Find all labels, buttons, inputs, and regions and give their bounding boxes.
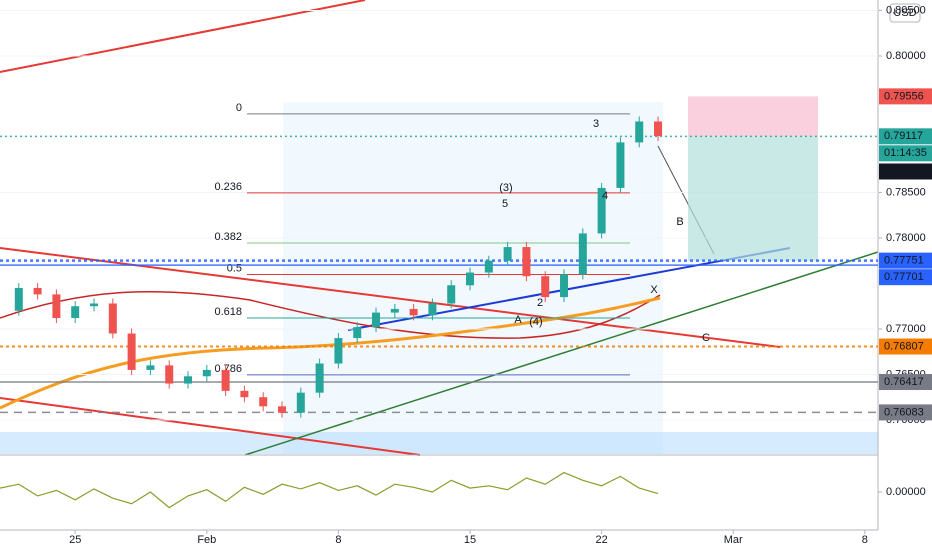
x-tick-label: 8 bbox=[862, 534, 868, 546]
candle bbox=[372, 312, 381, 328]
candle bbox=[202, 369, 211, 377]
candle bbox=[52, 294, 61, 319]
price-label: 0.79117 bbox=[884, 130, 923, 142]
candle bbox=[278, 406, 287, 413]
price-label-box bbox=[879, 404, 932, 421]
candle bbox=[560, 274, 569, 298]
moving-average bbox=[0, 296, 661, 410]
stop-zone bbox=[688, 96, 818, 137]
x-tick-label: 8 bbox=[335, 534, 341, 546]
fib-label: 0 bbox=[236, 102, 242, 114]
candle bbox=[503, 247, 512, 261]
fib-label: 0.5 bbox=[227, 262, 242, 274]
countdown: 01:14:35 bbox=[884, 147, 927, 159]
x-tick-label: 25 bbox=[69, 534, 81, 546]
fib-label: 0.236 bbox=[214, 181, 242, 193]
candle bbox=[353, 327, 362, 339]
wave-label: (3) bbox=[499, 182, 512, 194]
candle bbox=[390, 308, 399, 313]
wave-label: 3 bbox=[593, 118, 599, 130]
price-label: 0.76807 bbox=[884, 340, 924, 352]
price-label: 0.77701 bbox=[884, 271, 924, 283]
price-label: 0.77751 bbox=[884, 255, 924, 267]
candle bbox=[484, 260, 493, 273]
candle bbox=[240, 390, 249, 398]
price-label: 0.79556 bbox=[884, 90, 924, 102]
x-tick-label: Feb bbox=[197, 534, 216, 546]
candle bbox=[616, 142, 625, 188]
price-label-box bbox=[879, 88, 932, 105]
candle bbox=[409, 308, 418, 316]
x-tick-label: 22 bbox=[596, 534, 608, 546]
y-tick-label: 0.80500 bbox=[886, 4, 926, 16]
y-tick-label: 0.78500 bbox=[886, 186, 926, 198]
plot: 0.805000.800000.785000.780000.770000.765… bbox=[0, 4, 932, 546]
candle bbox=[165, 365, 174, 384]
x-tick-label: Mar bbox=[724, 534, 743, 546]
currency: USD bbox=[893, 7, 916, 19]
x-tick-label: 15 bbox=[464, 534, 476, 546]
indicator-line bbox=[0, 471, 659, 509]
trend-line bbox=[244, 251, 879, 456]
candle bbox=[597, 187, 606, 234]
candle bbox=[541, 276, 550, 298]
price-label: 0.76083 bbox=[884, 406, 924, 418]
price-label-box bbox=[879, 128, 932, 145]
wave-label: (4) bbox=[529, 316, 542, 328]
price-label-box bbox=[879, 269, 932, 286]
candle bbox=[334, 338, 343, 364]
volume-band bbox=[0, 432, 878, 454]
fib-label: 0.382 bbox=[214, 231, 242, 243]
fib-label: 0.786 bbox=[214, 363, 242, 375]
wave-label: 4 bbox=[602, 190, 608, 202]
y-tick-label: 0.78000 bbox=[886, 232, 926, 244]
trend-line bbox=[0, 0, 366, 73]
candle bbox=[466, 272, 475, 286]
candle bbox=[127, 333, 136, 370]
target-zone bbox=[688, 136, 818, 261]
price-label: 0.79115 bbox=[884, 165, 923, 177]
candle bbox=[184, 376, 193, 384]
price-label-box bbox=[879, 163, 932, 180]
candle bbox=[428, 303, 437, 316]
price-label-box bbox=[879, 374, 932, 391]
candle bbox=[14, 288, 23, 311]
candle bbox=[447, 285, 456, 304]
currency-box[interactable] bbox=[889, 3, 921, 23]
candle bbox=[146, 365, 155, 370]
candle bbox=[90, 303, 99, 307]
y-tick-label: 0.77000 bbox=[886, 323, 926, 335]
wave-label: 5 bbox=[502, 198, 508, 210]
price-label-box bbox=[879, 338, 932, 355]
wave-label: B bbox=[676, 216, 683, 228]
fib-label: 0.618 bbox=[214, 306, 242, 318]
candle bbox=[315, 363, 324, 393]
candle bbox=[71, 306, 80, 319]
trend-line bbox=[0, 397, 421, 456]
candle bbox=[578, 233, 587, 275]
candle bbox=[221, 369, 230, 391]
candle bbox=[259, 397, 268, 407]
wave-label: C bbox=[702, 332, 710, 344]
wave-label: A bbox=[514, 314, 522, 326]
candle bbox=[654, 121, 663, 137]
price-label-box bbox=[879, 252, 932, 269]
price-label: 0.76417 bbox=[884, 376, 924, 388]
candle bbox=[522, 247, 531, 277]
indicator-tick-label: 0.00000 bbox=[886, 486, 926, 498]
wave-label: X bbox=[650, 284, 658, 296]
candle bbox=[635, 121, 644, 143]
wave-label: 2 bbox=[537, 297, 543, 309]
candle bbox=[108, 303, 117, 334]
candle bbox=[296, 392, 305, 413]
countdown-box bbox=[879, 145, 932, 162]
candle bbox=[33, 288, 42, 295]
y-tick-label: 0.80000 bbox=[886, 50, 926, 62]
